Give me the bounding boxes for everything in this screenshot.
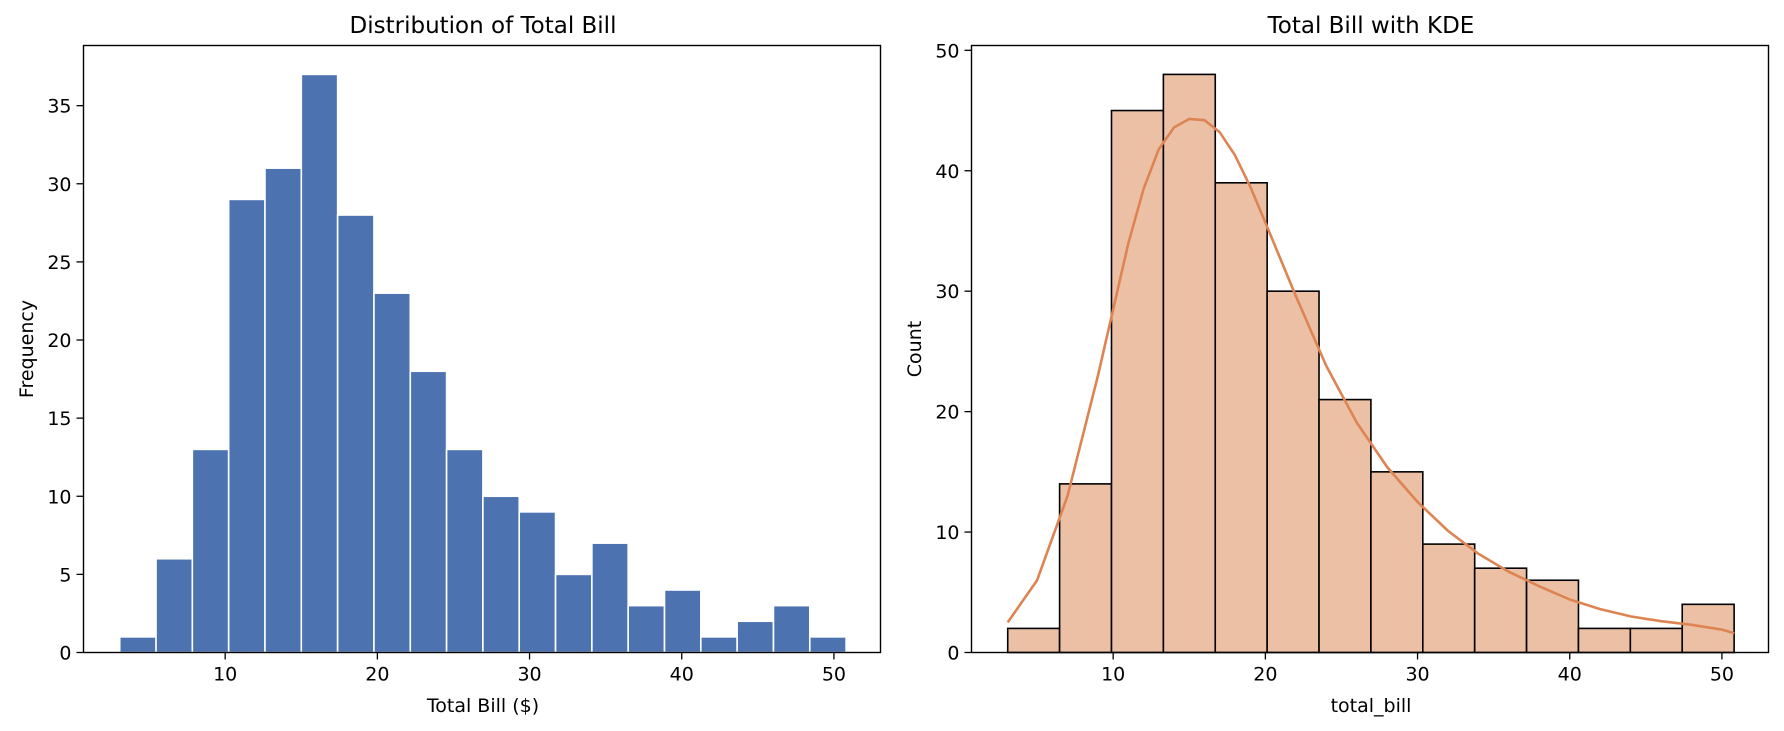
histogram-bar <box>118 636 157 654</box>
x-axis: 10 20 30 40 50 <box>1101 652 1734 686</box>
histogram-bar <box>808 636 847 654</box>
y-tick-label: 20 <box>935 402 959 424</box>
histogram-bar <box>482 495 521 654</box>
bars-group <box>118 73 847 654</box>
x-tick-label: 20 <box>365 664 389 686</box>
axes-frame <box>82 44 882 654</box>
y-tick-label: 35 <box>47 96 71 118</box>
y-tick-label: 25 <box>47 252 71 274</box>
histogram-bar <box>227 198 266 654</box>
histogram-bar <box>700 636 738 654</box>
histogram-bar <box>336 214 375 654</box>
histogram-bar <box>300 73 339 654</box>
histogram-bar <box>1058 483 1113 654</box>
chart-title: Total Bill with KDE <box>1267 13 1475 39</box>
y-tick-label: 5 <box>59 564 71 586</box>
chart-title: Distribution of Total Bill <box>350 13 617 39</box>
histogram-bar <box>1110 109 1165 654</box>
x-tick-label: 40 <box>670 664 694 686</box>
y-axis-label: Count <box>904 321 926 377</box>
x-tick-label: 50 <box>1710 664 1734 686</box>
x-tick-label: 20 <box>1253 664 1277 686</box>
histogram-bar <box>1577 627 1632 654</box>
histogram-bar <box>518 511 557 654</box>
y-axis: 0 10 20 30 40 50 <box>935 40 972 665</box>
histogram-bar <box>1629 627 1684 654</box>
y-tick-label: 50 <box>935 40 959 62</box>
histogram-bar <box>1421 543 1476 654</box>
x-tick-label: 30 <box>1405 664 1429 686</box>
histogram-bar <box>373 292 412 654</box>
y-tick-label: 30 <box>935 281 959 303</box>
x-axis-label: total_bill <box>1331 695 1412 717</box>
x-tick-label: 10 <box>213 664 237 686</box>
histogram-bar <box>1162 73 1217 654</box>
histogram-bar <box>1318 398 1372 654</box>
histogram-bar <box>1266 290 1320 654</box>
histogram-bar <box>554 573 593 654</box>
y-tick-label: 10 <box>47 486 71 508</box>
histogram-bar <box>663 589 702 654</box>
x-tick-label: 40 <box>1558 664 1582 686</box>
histogram-bar <box>264 167 303 654</box>
y-tick-label: 20 <box>47 330 71 352</box>
y-tick-label: 40 <box>935 161 959 183</box>
x-axis-label: Total Bill ($) <box>426 695 539 717</box>
kde-curve <box>1006 117 1735 635</box>
y-tick-label: 0 <box>59 643 71 665</box>
histogram-bar <box>191 448 230 654</box>
x-axis: 10 20 30 40 50 <box>213 652 846 686</box>
y-tick-label: 0 <box>947 643 959 665</box>
x-tick-label: 50 <box>822 664 846 686</box>
y-axis: 0 5 10 15 20 25 30 35 <box>47 96 84 665</box>
histogram-bar <box>445 448 484 654</box>
histogram-bar <box>627 604 666 654</box>
y-axis-label: Frequency <box>16 300 38 398</box>
histogram-bar <box>1370 471 1424 654</box>
histogram-bar <box>591 542 629 654</box>
x-tick-label: 10 <box>1101 664 1125 686</box>
histogram-bar <box>736 620 775 654</box>
histogram-bar <box>1473 567 1528 654</box>
histogram-kde-chart: Total Bill with KDE 10 20 30 40 50 0 10 20 30 40… <box>904 13 1770 717</box>
histogram-bar <box>1006 627 1061 654</box>
histogram-bar <box>155 557 194 654</box>
histogram-bar <box>1214 181 1268 654</box>
y-tick-label: 15 <box>47 408 71 430</box>
y-tick-label: 10 <box>935 522 959 544</box>
axes-frame <box>970 44 1770 654</box>
x-tick-label: 30 <box>517 664 541 686</box>
y-tick-label: 30 <box>47 174 71 196</box>
histogram-bar <box>409 370 448 654</box>
bars-group <box>1006 73 1735 654</box>
histogram-chart: Distribution of Total Bill 10 20 30 40 50 0 5… <box>16 13 882 717</box>
histogram-bar <box>772 604 811 654</box>
